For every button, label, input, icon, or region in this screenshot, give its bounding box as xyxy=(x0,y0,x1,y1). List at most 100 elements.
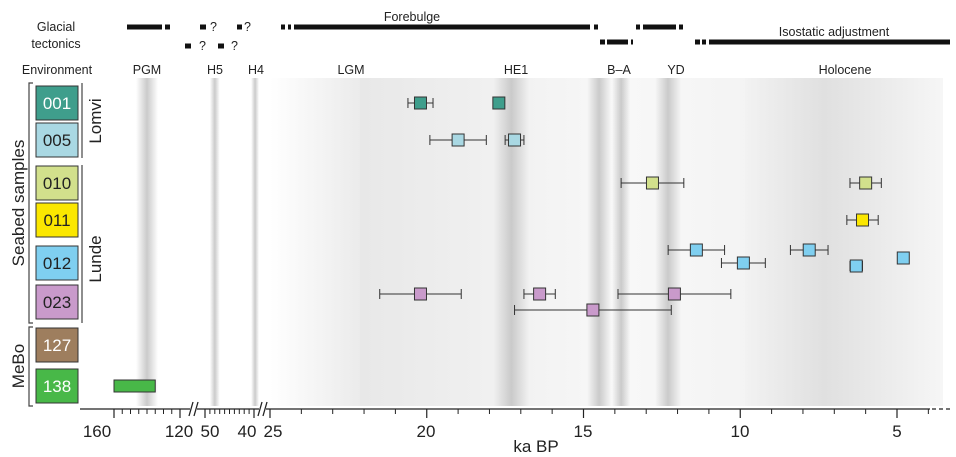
tectonics-bar xyxy=(607,39,628,45)
sample-id-001: 001 xyxy=(43,94,71,113)
age-point-001 xyxy=(492,96,506,110)
group-label-mebo: MeBo xyxy=(9,344,28,388)
axis-break xyxy=(193,401,199,417)
age-point-012 xyxy=(736,256,750,270)
age-point-005 xyxy=(508,133,522,147)
group-bracket xyxy=(28,326,33,407)
holocene-shade xyxy=(745,78,943,406)
age-range-138 xyxy=(113,379,156,393)
axis-tick-label: 5 xyxy=(892,422,901,441)
sample-labels: 001 005 010 011 012 023 127 138 Seabed samples Me… xyxy=(9,82,105,407)
uncertain-mark: ? xyxy=(210,20,217,34)
tectonics-bar xyxy=(288,24,291,30)
tectonics-bar xyxy=(281,24,285,30)
data-marks xyxy=(113,96,910,393)
axis-break xyxy=(257,401,263,417)
age-point-012 xyxy=(689,243,703,257)
event-label-forebulge: Forebulge xyxy=(384,10,440,24)
age-point-023 xyxy=(667,287,681,301)
tectonics-bar xyxy=(294,24,590,30)
age-point-012 xyxy=(802,243,816,257)
axis-tick-label: 10 xyxy=(731,422,750,441)
tectonics-bar xyxy=(200,24,206,30)
uncertain-mark: ? xyxy=(244,20,251,34)
shade-band-4 xyxy=(587,78,612,406)
sample-box-011 xyxy=(35,202,79,238)
shade-band-3 xyxy=(493,78,530,406)
sample-id-127: 127 xyxy=(43,336,71,355)
axis-break xyxy=(188,401,194,417)
age-point-012 xyxy=(849,259,863,273)
period-label: HE1 xyxy=(504,63,528,77)
sample-id-005: 005 xyxy=(43,131,71,150)
age-point-023 xyxy=(533,287,547,301)
shade-band-0 xyxy=(136,78,158,406)
environment-header: Environment xyxy=(22,63,93,77)
sample-id-011: 011 xyxy=(43,211,70,230)
axis-tick-label: 15 xyxy=(574,422,593,441)
group-label-seabed: Seabed samples xyxy=(9,140,28,267)
period-shading xyxy=(136,78,943,406)
age-point-010 xyxy=(645,176,659,190)
shade-band-5 xyxy=(612,78,631,406)
event-label-isostatic: Isostatic adjustment xyxy=(779,25,890,39)
sample-box-127 xyxy=(35,327,79,363)
period-label: B–A xyxy=(607,63,631,77)
sample-box-010 xyxy=(35,165,79,201)
period-label: PGM xyxy=(133,63,161,77)
group-label-lomvi: Lomvi xyxy=(86,98,105,143)
header: Glacial tectonics??? ? Forebulge Isostatic a… xyxy=(22,10,950,77)
period-label: H4 xyxy=(248,63,264,77)
x-axis-title: ka BP xyxy=(513,437,558,456)
period-label: LGM xyxy=(337,63,364,77)
axis-tick-label: 120 xyxy=(165,422,193,441)
group-bracket xyxy=(28,82,33,324)
sample-id-012: 012 xyxy=(43,254,71,273)
group-label-lunde: Lunde xyxy=(86,235,105,282)
sample-box-012 xyxy=(35,245,79,281)
lgm-shade-start xyxy=(270,78,360,406)
sample-box-138 xyxy=(35,368,79,404)
tectonics-bar xyxy=(594,24,598,30)
axis-tick-label: 160 xyxy=(83,422,111,441)
age-point-001 xyxy=(413,96,427,110)
sample-box-005 xyxy=(35,122,79,158)
tectonics-bar xyxy=(702,39,706,45)
sample-id-138: 138 xyxy=(43,377,71,396)
sample-box-023 xyxy=(35,284,79,320)
age-point-010 xyxy=(859,176,873,190)
tectonics-bar xyxy=(600,39,605,45)
tectonics-bar xyxy=(218,43,224,49)
glacial-tectonics-label: tectonics xyxy=(31,37,80,51)
axis-tick-label: 25 xyxy=(264,422,283,441)
age-point-012 xyxy=(896,251,910,265)
tectonics-bar xyxy=(679,24,683,30)
uncertain-mark: ? xyxy=(231,39,238,53)
tectonics-bar xyxy=(127,24,162,30)
age-point-011 xyxy=(856,213,870,227)
period-label: H5 xyxy=(207,63,223,77)
shade-band-1 xyxy=(209,78,220,406)
age-point-023 xyxy=(413,287,427,301)
axis-tick-label: 50 xyxy=(201,422,220,441)
shade-band-6 xyxy=(655,78,682,406)
axis-tick-label: 40 xyxy=(238,422,257,441)
shade-band-2 xyxy=(251,78,260,406)
tectonics-bar xyxy=(636,24,640,30)
tectonics-bar xyxy=(237,24,242,30)
axis-break xyxy=(262,401,268,417)
axis-tick-label: 20 xyxy=(417,422,436,441)
uncertain-mark: ? xyxy=(199,39,206,53)
x-axis: 160 120 50 40 25 20 15 10 5 ka BP xyxy=(80,401,952,456)
age-point-005 xyxy=(451,133,465,147)
tectonics-bar xyxy=(165,24,170,30)
tectonics-bar xyxy=(631,39,633,45)
tectonics-bar xyxy=(643,24,676,30)
tectonics-bar xyxy=(695,39,700,45)
sample-box-001 xyxy=(35,85,79,121)
sample-id-010: 010 xyxy=(43,174,71,193)
period-label: Holocene xyxy=(819,63,872,77)
sample-id-023: 023 xyxy=(43,293,71,312)
tectonics-bar xyxy=(185,43,191,49)
